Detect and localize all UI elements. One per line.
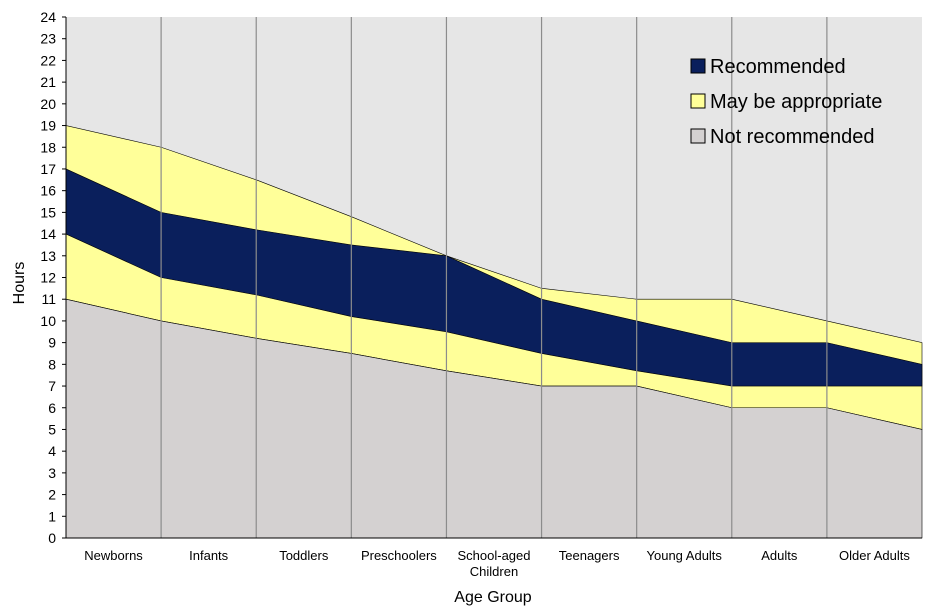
y-tick-label: 14 <box>40 226 56 242</box>
y-tick-label: 24 <box>40 9 56 25</box>
recommended-band <box>65 168 923 387</box>
y-tick-label: 2 <box>48 487 56 503</box>
x-category-label: Older Adults <box>839 548 910 563</box>
x-category-label: Newborns <box>84 548 143 563</box>
y-tick-label: 13 <box>40 248 56 264</box>
x-axis-title: Age Group <box>454 589 531 606</box>
y-tick-label: 11 <box>41 291 56 307</box>
legend-swatch <box>690 58 706 74</box>
legend-swatch <box>690 128 706 144</box>
y-tick-label: 9 <box>48 335 56 351</box>
y-tick-label: 5 <box>48 421 56 437</box>
x-category-label: Infants <box>189 548 229 563</box>
y-tick-label: 17 <box>40 161 56 177</box>
x-category-label: Preschoolers <box>361 548 437 563</box>
y-tick-label: 22 <box>40 52 56 68</box>
y-tick-label: 20 <box>40 96 56 112</box>
y-axis-title: Hours <box>11 262 28 305</box>
x-category-label: Adults <box>761 548 798 563</box>
y-tick-label: 1 <box>48 508 56 524</box>
y-tick-label: 16 <box>40 183 56 199</box>
x-category-label: Toddlers <box>279 548 329 563</box>
y-tick-label: 7 <box>48 378 56 394</box>
y-tick-label: 10 <box>40 313 56 329</box>
legend: Recommended May be appropriate Not recomme… <box>690 56 882 148</box>
legend-label: Recommended <box>710 56 846 78</box>
legend-label: May be appropriate <box>710 91 882 113</box>
y-tick-label: 19 <box>40 118 56 134</box>
x-category-label: School-aged Children <box>458 548 531 579</box>
legend-swatch <box>690 93 706 109</box>
x-category-label: Teenagers <box>559 548 620 563</box>
y-tick-label: 0 <box>48 530 56 546</box>
y-tick-label: 8 <box>48 356 56 372</box>
y-tick-label: 12 <box>40 270 56 286</box>
y-tick-label: 18 <box>40 139 56 155</box>
y-tick-label: 6 <box>48 400 56 416</box>
y-tick-label: 3 <box>48 465 56 481</box>
legend-label: Not recommended <box>710 126 875 148</box>
x-category-label: Young Adults <box>647 548 723 563</box>
plot-area <box>65 17 923 539</box>
y-tick-label: 4 <box>48 443 56 459</box>
y-tick-label: 21 <box>40 74 56 90</box>
y-tick-label: 15 <box>40 204 56 220</box>
y-tick-label: 23 <box>40 31 56 47</box>
x-axis-categories: Newborns Infants Toddlers Preschoolers Schoo… <box>84 548 910 579</box>
